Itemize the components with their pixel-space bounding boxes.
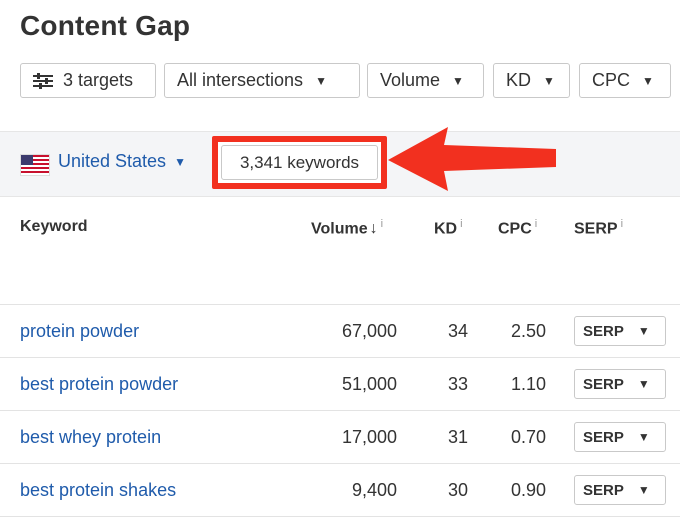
sliders-icon <box>33 72 53 89</box>
chevron-down-icon: ▼ <box>637 377 650 391</box>
chevron-down-icon: ▼ <box>637 430 650 444</box>
serp-dropdown[interactable]: SERP ▼ <box>574 475 666 505</box>
chevron-down-icon: ▼ <box>637 483 650 497</box>
serp-dropdown[interactable]: SERP ▼ <box>574 369 666 399</box>
country-selector[interactable]: United States ▼ <box>58 151 186 172</box>
intersections-label: All intersections <box>177 70 304 90</box>
row-divider <box>0 304 680 305</box>
kd-value: 33 <box>447 374 468 394</box>
keywords-count-highlight: 3,341 keywords <box>212 136 387 189</box>
row-divider <box>0 410 680 411</box>
info-icon: i <box>534 218 538 230</box>
volume-filter-label: Volume <box>380 70 441 90</box>
volume-value: 67,000 <box>341 321 397 341</box>
header-cpc[interactable]: CPC i <box>498 218 538 238</box>
row-divider <box>0 357 680 358</box>
chevron-down-icon: ▼ <box>452 73 464 88</box>
cpc-value: 2.50 <box>510 321 546 341</box>
cpc-value: 0.70 <box>510 427 546 447</box>
header-keyword[interactable]: Keyword <box>20 218 88 235</box>
chevron-down-icon: ▼ <box>315 73 327 88</box>
targets-button[interactable]: 3 targets <box>20 63 156 98</box>
kd-value: 31 <box>447 427 468 447</box>
keywords-count-badge: 3,341 keywords <box>221 145 378 180</box>
cpc-value: 0.90 <box>510 480 546 500</box>
intersections-dropdown[interactable]: All intersections ▼ <box>164 63 360 98</box>
kd-filter-label: KD <box>506 70 532 90</box>
keyword-link[interactable]: best protein powder <box>20 374 179 394</box>
volume-filter-dropdown[interactable]: Volume ▼ <box>367 63 484 98</box>
volume-value: 51,000 <box>341 374 397 394</box>
us-flag-icon <box>20 154 50 176</box>
cpc-filter-label: CPC <box>592 70 631 90</box>
targets-label: 3 targets <box>63 70 134 90</box>
chevron-down-icon: ▼ <box>543 73 555 88</box>
volume-value: 17,000 <box>341 427 397 447</box>
cpc-value: 1.10 <box>510 374 546 394</box>
country-label: United States <box>58 151 167 171</box>
row-divider <box>0 516 680 517</box>
kd-value: 34 <box>447 321 468 341</box>
keyword-link[interactable]: protein powder <box>20 321 140 341</box>
info-icon: i <box>460 218 463 230</box>
info-icon: i <box>380 218 384 230</box>
kd-value: 30 <box>447 480 468 500</box>
chevron-down-icon: ▼ <box>637 324 650 338</box>
header-serp[interactable]: SERP i <box>574 218 624 238</box>
keyword-link[interactable]: best protein shakes <box>20 480 177 500</box>
header-volume[interactable]: Volume ↓ i <box>311 218 384 238</box>
page-title: Content Gap <box>20 10 191 41</box>
row-divider <box>0 463 680 464</box>
volume-value: 9,400 <box>351 480 397 500</box>
kd-filter-dropdown[interactable]: KD ▼ <box>493 63 570 98</box>
chevron-down-icon: ▼ <box>174 154 186 169</box>
sort-desc-icon: ↓ <box>369 220 378 238</box>
keyword-link[interactable]: best whey protein <box>20 427 162 447</box>
serp-dropdown[interactable]: SERP ▼ <box>574 422 666 452</box>
cpc-filter-dropdown[interactable]: CPC ▼ <box>579 63 671 98</box>
header-kd[interactable]: KD i <box>434 218 463 238</box>
chevron-down-icon: ▼ <box>642 73 654 88</box>
info-icon: i <box>620 218 624 230</box>
serp-dropdown[interactable]: SERP ▼ <box>574 316 666 346</box>
annotation-arrow-icon <box>388 127 556 191</box>
